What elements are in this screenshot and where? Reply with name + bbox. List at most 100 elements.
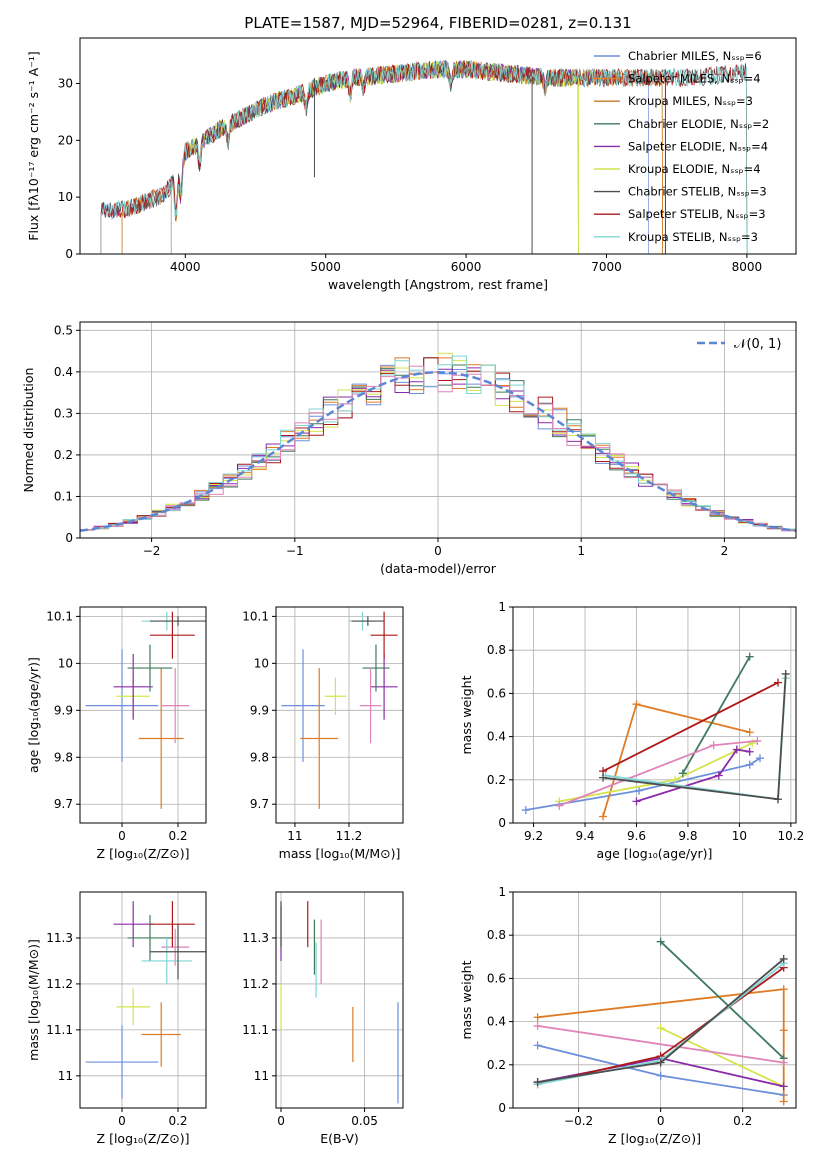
weight-series-line [537,1025,784,1064]
y-tick-label: 0.2 [487,1058,506,1072]
x-tick-label: 7000 [591,260,622,274]
weight-point-marker [781,669,790,678]
weight-series-line [660,1027,785,1088]
weight-point-marker [745,652,754,661]
y-tick-label: 10.1 [242,609,269,623]
x-tick-label: 10.2 [777,829,804,843]
plot-area-age-vs-Z [85,611,206,809]
plot-area-weight-vs-age [521,652,790,821]
x-tick-label: 0 [657,1114,665,1128]
x-tick-label: 9.2 [524,829,543,843]
x-axis-label: Z [log₁₀(Z/Z⊙)] [97,846,190,861]
legend-label: Kroupa MILES, Nₛₛₚ=3 [628,94,753,108]
errorbar-point [351,616,385,626]
errorbar-point [127,914,173,961]
weight-point-marker [599,773,608,782]
panel-weight-vs-age: 9.2 9.4 9.6 9.8 10 10.2 0 0.2 0.4 0.6 0.8 1 age [log… [459,600,804,861]
y-axis-label: Normed distribution [21,368,36,493]
weight-point-marker [678,769,687,778]
errorbar-point [141,1002,181,1067]
y-tick-label: 30 [58,76,73,90]
errorbar-point [85,1025,159,1099]
errorbar-point [362,644,390,692]
x-tick-label: 0 [277,1114,285,1128]
errorbar-point [150,611,195,659]
y-tick-label: 11.3 [46,931,73,945]
weight-point-marker [755,754,764,763]
x-tick-label: 2 [721,544,729,558]
plot-area-age-vs-mass [281,611,398,809]
y-tick-label: 0.1 [54,489,73,503]
y-tick-label: 0.4 [54,365,73,379]
x-axis-label: E(B-V) [320,1131,359,1146]
x-tick-label: 0.2 [168,829,187,843]
panel-spectrum: 4000 5000 6000 7000 8000 0 10 20 30 wavelength [A… [26,37,797,292]
x-tick-label: 4000 [170,260,201,274]
x-tick-label: 9.8 [678,829,697,843]
weight-point-marker [779,1058,788,1067]
y-tick-label: 0 [65,247,73,261]
y-axis-label: Flux [fλ10⁻¹⁷ erg cm⁻² s⁻¹ A⁻¹] [26,51,41,240]
x-tick-label: 0 [118,829,126,843]
y-tick-label: 9.8 [250,750,269,764]
x-tick-label: 0.2 [733,1114,752,1128]
y-tick-label: 11.1 [242,1023,269,1037]
weight-point-marker [632,700,641,709]
weight-point-marker [533,1013,542,1022]
errorbar-point [127,644,173,692]
weight-point-marker [599,812,608,821]
y-axis-label: mass weight [459,960,474,1039]
errorbar-point [370,611,398,659]
errorbar-point [161,928,190,966]
weight-point-marker [533,1021,542,1030]
y-axis-label: mass weight [459,675,474,754]
axes-frame [512,606,797,824]
y-tick-label: 1 [498,885,506,899]
legend-label: Chabrier MILES, Nₛₛₚ=6 [628,49,762,63]
y-tick-label: 0.6 [487,971,506,985]
y-tick-label: 9.9 [54,703,73,717]
errorbar-point [150,924,206,980]
y-tick-label: 20 [58,133,73,147]
axes-frame [79,606,207,824]
y-tick-label: 10 [58,656,73,670]
weight-point-marker [656,1024,665,1033]
weight-point-marker [714,771,723,780]
weight-point-marker [632,797,641,806]
plot-area-mass-vs-Z [85,901,206,1099]
weight-point-marker [671,775,680,784]
weight-point-marker [779,1097,788,1106]
y-tick-label: 10 [58,190,73,204]
x-tick-label: 0 [434,544,442,558]
x-axis-label: Z [log₁₀(Z/Z⊙)] [97,1131,190,1146]
weight-point-marker [555,801,564,810]
x-tick-label: 11 [287,829,302,843]
plot-area-mass-vs-ebv [280,901,399,1104]
errorbar-point [116,988,150,1026]
legend-label: Kroupa STELIB, Nₛₛₚ=3 [628,230,758,244]
weight-series-line [602,681,779,773]
weight-point-marker [773,795,782,804]
y-tick-label: 10 [254,656,269,670]
panel-residuals: −2 −1 0 1 2 0 0.1 0.2 0.3 0.4 0.5 (data-model)/erro… [21,321,797,576]
y-tick-label: 0.2 [487,773,506,787]
x-tick-label: 9.6 [627,829,646,843]
legend-label: Kroupa ELODIE, Nₛₛₚ=4 [628,162,761,176]
weight-point-marker [779,985,788,994]
plot-area-residuals [80,352,796,532]
spectrum-series-line [100,59,748,254]
y-axis-label: age [log₁₀(age/yr)] [26,657,41,773]
y-tick-label: 0.2 [54,448,73,462]
errorbar-point [281,649,325,762]
x-axis-label: age [log₁₀(age/yr)] [597,846,713,861]
errorbar-point [359,668,382,744]
weight-point-marker [753,736,762,745]
errorbar-point [113,653,153,720]
y-tick-label: 9.9 [250,703,269,717]
y-tick-label: 0 [65,531,73,545]
y-tick-label: 0 [498,1101,506,1115]
axes-frame [275,606,404,824]
y-tick-label: 0.5 [54,323,73,337]
